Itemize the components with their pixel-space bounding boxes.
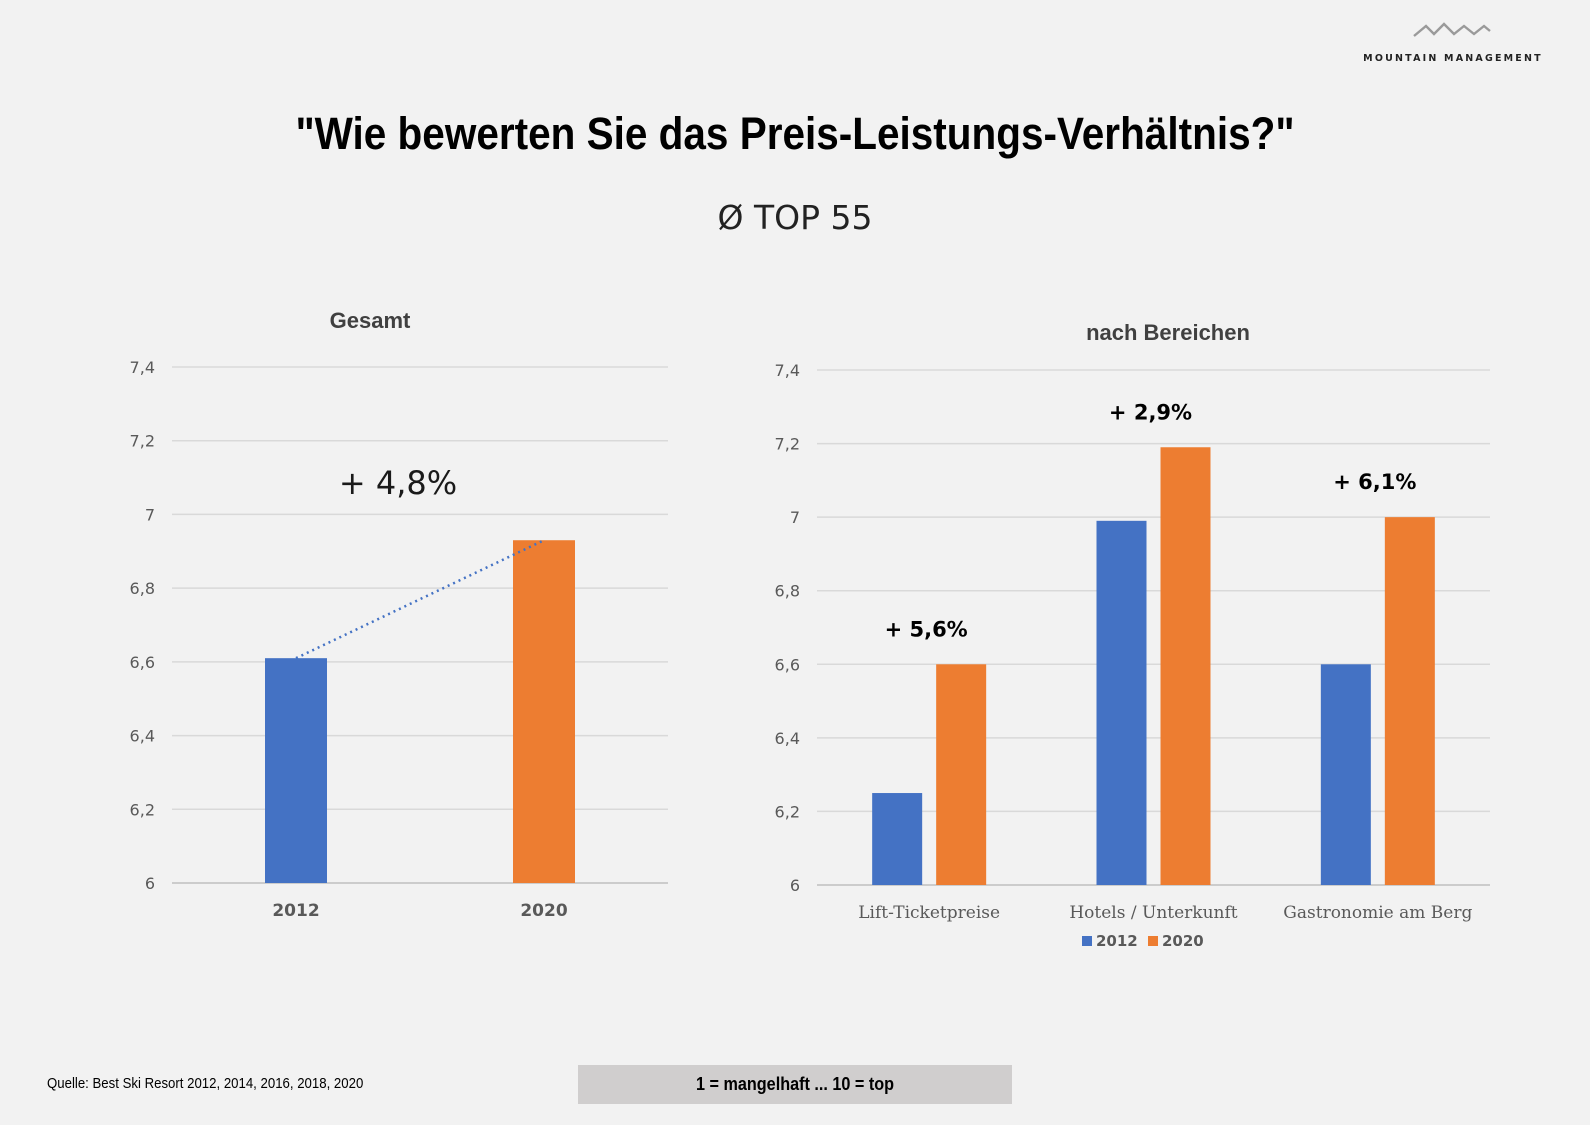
bar [936,664,987,885]
bar [872,793,923,885]
x-tick-label: Lift-Ticketpreise [858,903,1000,923]
trendline [295,539,545,660]
x-tick-label: 2012 [272,901,319,921]
legend-swatch [1148,936,1158,946]
y-tick-label: 7 [145,505,155,524]
change-annotation: + 4,8% [339,464,457,502]
page-title: "Wie bewerten Sie das Preis-Leistungs-Ve… [295,108,1295,159]
x-tick-label: Hotels / Unterkunft [1069,903,1237,923]
chart-nach-bereichen: nach Bereichen 6 6,2 6,4 6,6 6,8 7 7,2 7,4 Lift-T… [775,320,1490,950]
bar [1320,664,1371,885]
change-annotation: + 6,1% [1333,470,1416,494]
bar [265,658,327,883]
y-tick-label: 7,2 [775,435,800,454]
scale-note: 1 = mangelhaft ... 10 = top [695,1074,895,1094]
y-tick-label: 6,8 [130,579,155,598]
x-tick-label: 2020 [520,901,567,921]
bar [1384,517,1435,885]
chart-gesamt: Gesamt 6 6,2 6,4 6,6 6,8 7 7,2 7,4 2012 2020 + 4,8% [130,308,668,921]
legend-label: 2020 [1162,932,1204,950]
x-tick-label: Gastronomie am Berg [1283,903,1472,923]
y-tick-label: 6,8 [775,582,800,601]
logo-text: MOUNTAIN MANAGEMENT [1363,53,1543,64]
bar [513,540,575,883]
y-tick-label: 7 [790,508,800,527]
chart-title: nach Bereichen [1086,320,1250,345]
mountain-management-logo: MOUNTAIN MANAGEMENT [1360,22,1546,72]
mountain-logo-icon [1413,22,1491,37]
y-tick-label: 6,6 [775,655,800,674]
y-tick-label: 6,4 [775,729,800,748]
y-tick-label: 7,2 [130,432,155,451]
page-subtitle: Ø TOP 55 [717,198,873,237]
y-tick-label: 6,4 [130,727,155,746]
legend-label: 2012 [1096,932,1138,950]
legend-swatch [1082,936,1092,946]
scale-legend-box: 1 = mangelhaft ... 10 = top [578,1065,1012,1104]
y-tick-label: 6,2 [130,800,155,819]
y-tick-label: 7,4 [775,361,800,380]
y-tick-label: 6 [790,876,800,895]
y-tick-label: 7,4 [130,358,155,377]
bar [1096,520,1147,885]
change-annotation: + 5,6% [885,617,968,641]
source-note: Quelle: Best Ski Resort 2012, 2014, 2016… [47,1075,364,1092]
y-tick-label: 6,6 [130,653,155,672]
y-tick-label: 6 [145,874,155,893]
chart-title: Gesamt [330,308,411,333]
bar [1160,447,1211,885]
change-annotation: + 2,9% [1109,400,1192,424]
y-tick-label: 6,2 [775,802,800,821]
